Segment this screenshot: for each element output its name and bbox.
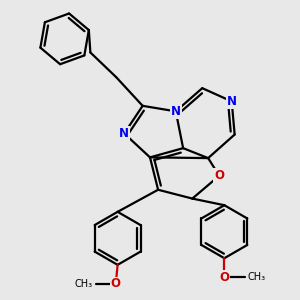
Text: CH₃: CH₃	[74, 279, 93, 289]
Text: N: N	[171, 105, 181, 118]
Text: N: N	[227, 95, 237, 108]
Text: O: O	[111, 278, 121, 290]
Text: N: N	[119, 127, 129, 140]
Text: O: O	[214, 169, 224, 182]
Text: O: O	[219, 271, 229, 284]
Text: CH₃: CH₃	[248, 272, 266, 282]
